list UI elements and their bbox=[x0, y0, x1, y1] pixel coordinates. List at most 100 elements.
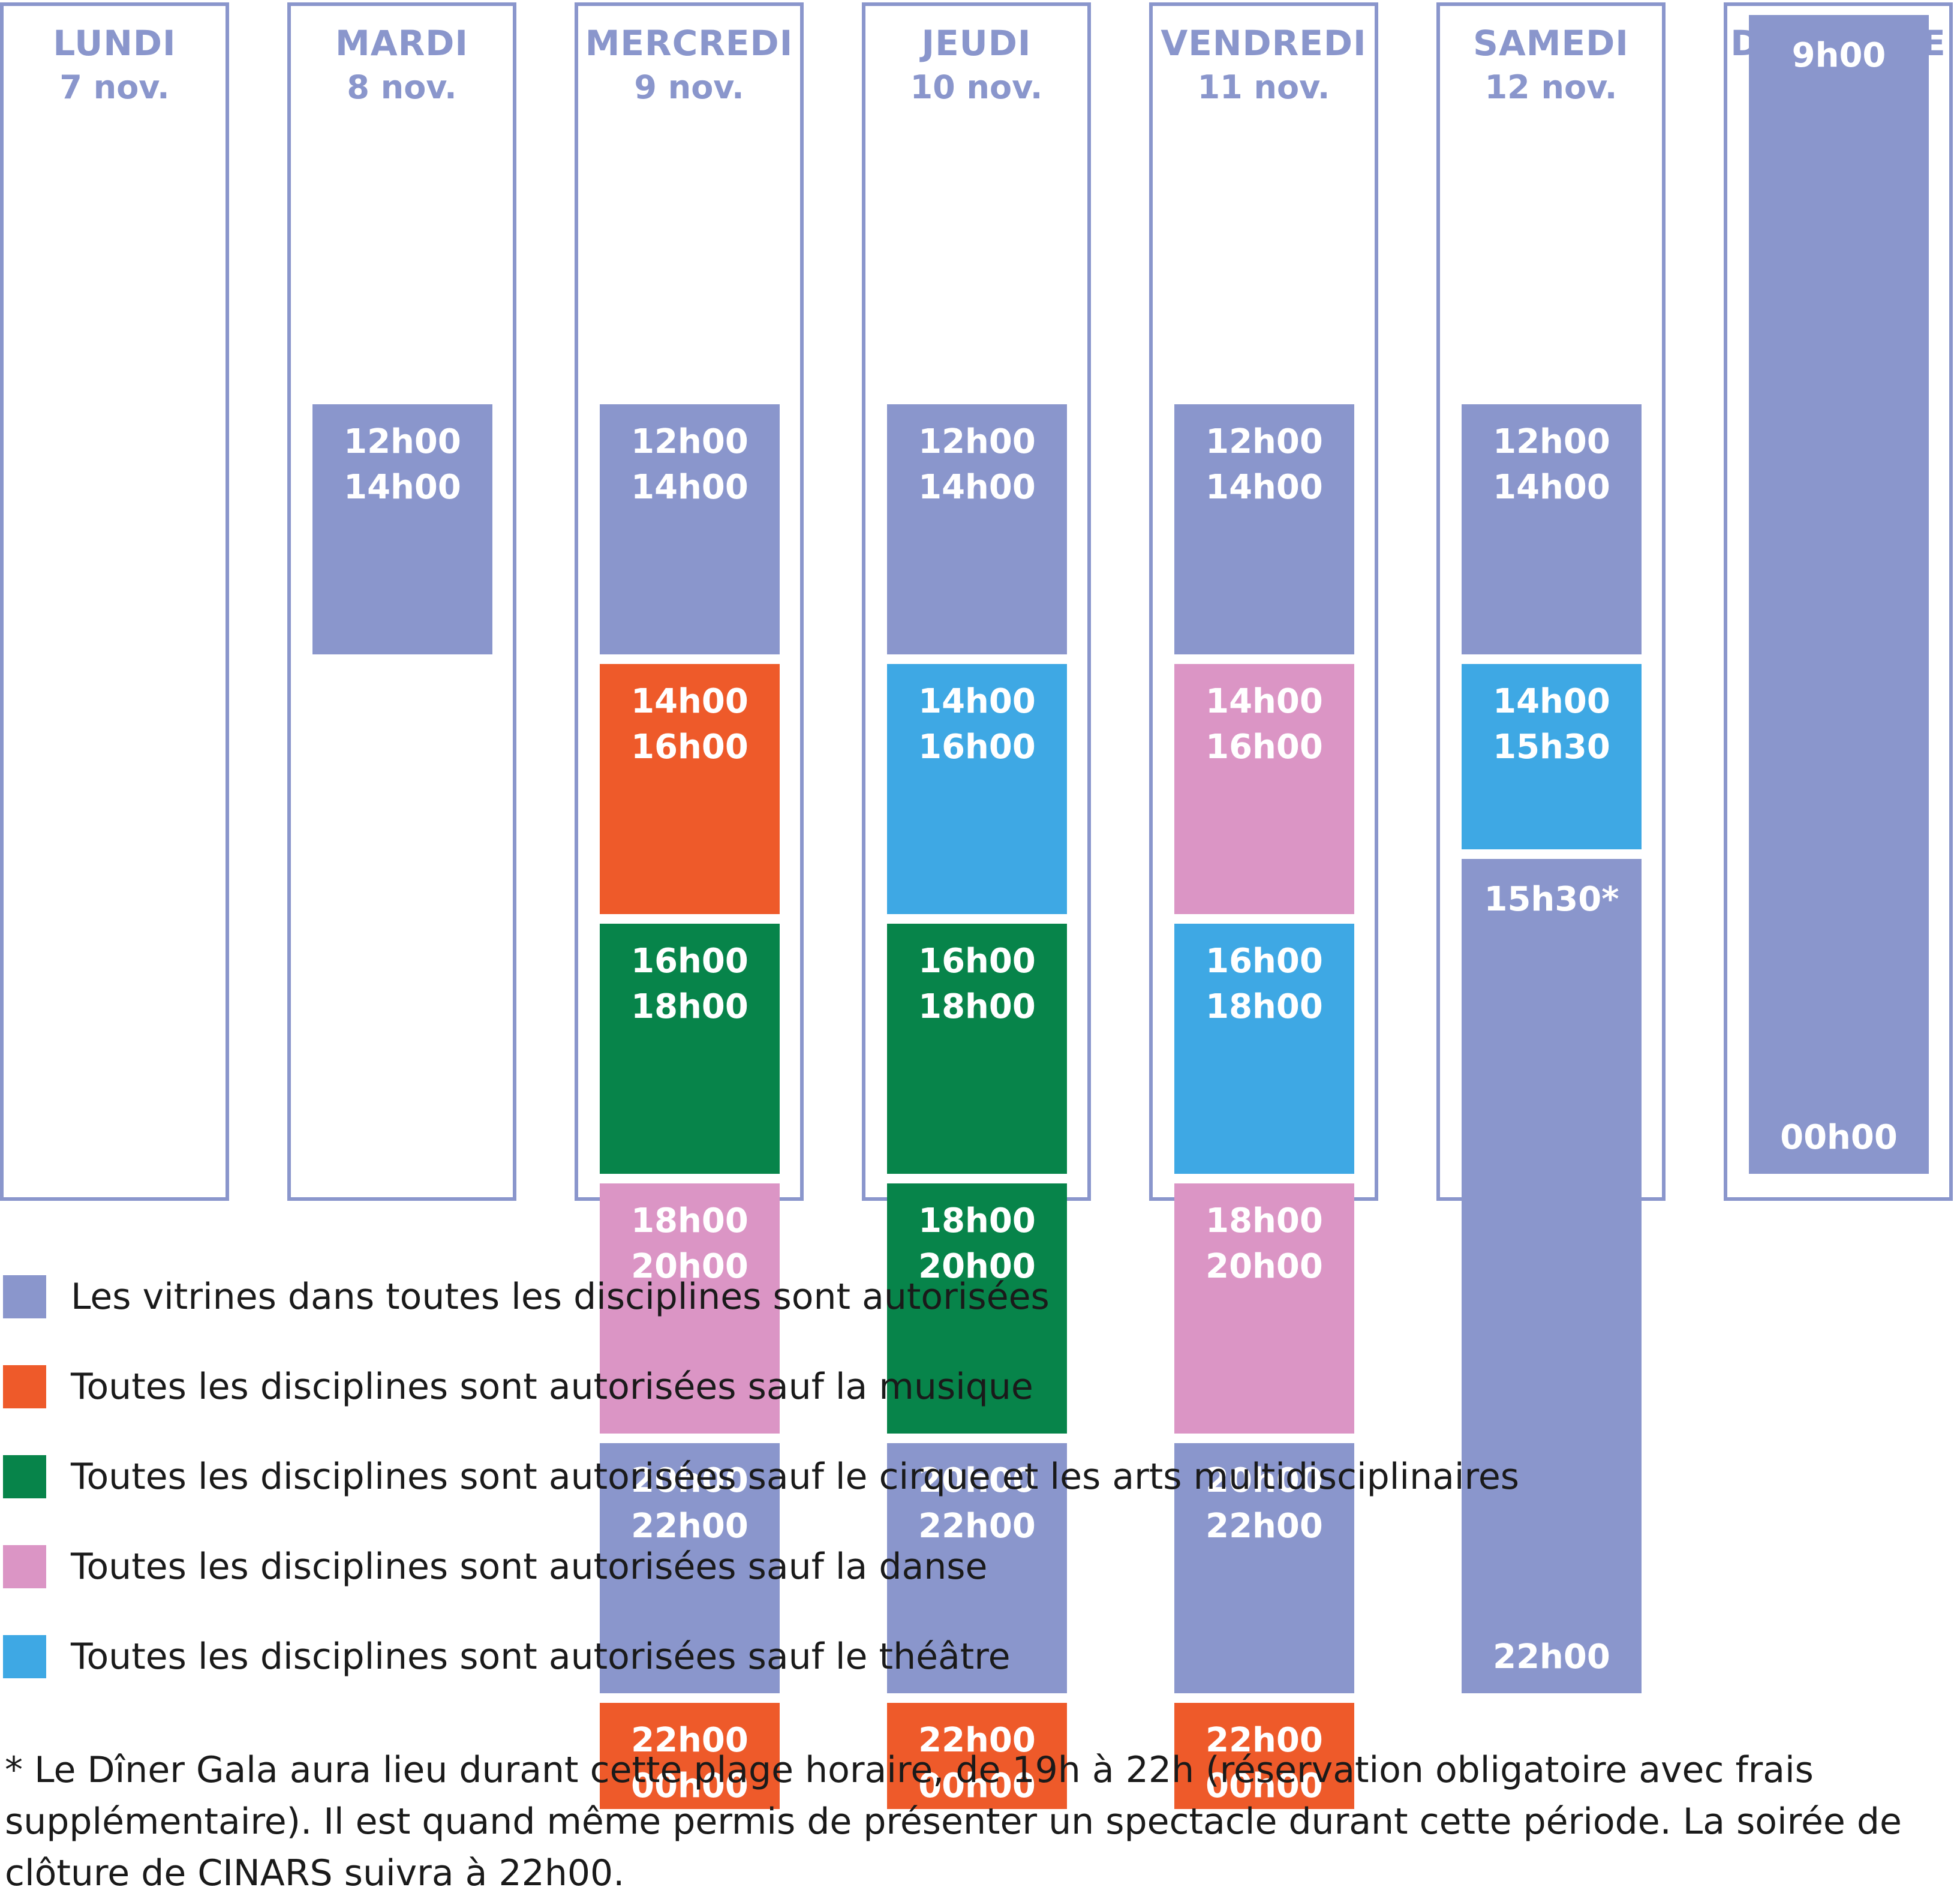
day-column-vendredi: VENDREDI 11 nov. 12h00 14h00 14h00 16h00 16h00… bbox=[1149, 2, 1378, 1809]
slot-end-time: 00h00 bbox=[1780, 1118, 1898, 1157]
day-name: JEUDI bbox=[921, 23, 1032, 64]
legend-item: Toutes les disciplines sont autorisées s… bbox=[0, 1633, 1960, 1681]
time-slot: 14h00 15h30 bbox=[1462, 664, 1642, 849]
legend-label: Toutes les disciplines sont autorisées s… bbox=[71, 1546, 988, 1588]
day-date: 7 nov. bbox=[59, 68, 170, 106]
time-slot: 12h00 14h00 bbox=[600, 404, 780, 654]
slot-start-time: 14h00 bbox=[1206, 682, 1323, 721]
time-slot: 22h00 00h00 bbox=[1174, 1703, 1354, 1809]
slot-start-time: 19h30 bbox=[56, 1399, 174, 1438]
slot-end-time: 16h00 bbox=[1206, 728, 1323, 767]
slot-end-time: 14h00 bbox=[631, 468, 748, 507]
slot-start-time: 18h00 bbox=[631, 1201, 748, 1240]
day-column-jeudi: JEUDI 10 nov. 12h00 14h00 14h00 16h00 16h00 18h… bbox=[862, 2, 1091, 1809]
slot-end-time: 18h00 bbox=[1206, 987, 1323, 1026]
slot-end-time: 20h00 bbox=[631, 1247, 748, 1286]
legend-item: Toutes les disciplines sont autorisées s… bbox=[0, 1453, 1960, 1501]
slot-start-time: 22h00 bbox=[918, 1721, 1036, 1760]
day-header: VENDREDI 11 nov. bbox=[1153, 22, 1375, 110]
slot-start-time: 18h00 bbox=[1206, 1201, 1323, 1240]
day-column-samedi: SAMEDI 12 nov. 12h00 14h00 14h00 15h30 15h30* 2… bbox=[1436, 2, 1666, 1693]
day-header: MERCREDI 9 nov. bbox=[578, 22, 800, 110]
legend-swatch bbox=[3, 1365, 46, 1408]
slot-end-time: 16h00 bbox=[918, 728, 1036, 767]
slot-end-time: 20h00 bbox=[918, 1247, 1036, 1286]
day-name: MARDI bbox=[335, 23, 468, 64]
slot-start-time: 22h00 bbox=[1206, 1721, 1323, 1760]
slot-start-time: 20h00 bbox=[918, 1461, 1036, 1500]
slot-end-time: 14h00 bbox=[344, 468, 461, 507]
time-slot: 16h00 18h00 bbox=[600, 924, 780, 1174]
day-header: JEUDI 10 nov. bbox=[865, 22, 1087, 110]
day-date: 8 nov. bbox=[347, 68, 457, 106]
slot-end-time: 18h00 bbox=[918, 987, 1036, 1026]
footnote: * Le Dîner Gala aura lieu durant cette p… bbox=[5, 1749, 1902, 1894]
slot-end-time: 00h00 bbox=[631, 1766, 748, 1805]
time-slot: 16h00 18h00 bbox=[887, 924, 1067, 1174]
time-slot: 14h00 16h00 bbox=[1174, 664, 1354, 914]
slot-start-time: 16h00 bbox=[1206, 942, 1323, 981]
slot-end-time: 14h00 bbox=[1493, 468, 1610, 507]
time-slot: 20h00 22h00 bbox=[1174, 1443, 1354, 1693]
slot-start-time: 15h30* bbox=[1484, 880, 1619, 919]
slot-start-time: 18h00 bbox=[918, 1201, 1036, 1240]
slot-end-time: 14h00 bbox=[918, 468, 1036, 507]
slot-end-time: 15h30 bbox=[1493, 728, 1610, 767]
slot-start-time: 22h00 bbox=[631, 1721, 748, 1760]
legend-swatch bbox=[3, 1545, 46, 1588]
slot-end-time: 16h00 bbox=[631, 728, 748, 767]
slot-end-time: 00h00 bbox=[1206, 1766, 1323, 1805]
time-slot: 18h00 20h00 bbox=[1174, 1183, 1354, 1434]
slot-start-time: 12h00 bbox=[1206, 422, 1323, 461]
slot-start-time: 16h00 bbox=[631, 942, 748, 981]
time-slot: 9h00 00h00 bbox=[1749, 15, 1929, 1174]
time-slot: 18h00 20h00 bbox=[600, 1183, 780, 1434]
day-name: SAMEDI bbox=[1473, 23, 1629, 64]
day-date: 9 nov. bbox=[634, 68, 744, 106]
time-slot: 22h00 00h00 bbox=[887, 1703, 1067, 1809]
slot-start-time: 20h00 bbox=[631, 1461, 748, 1500]
slot-start-time: 20h00 bbox=[344, 1464, 461, 1503]
time-slot: 14h00 16h00 bbox=[887, 664, 1067, 914]
legend-label: Toutes les disciplines sont autorisées s… bbox=[71, 1366, 1033, 1408]
legend-label: Les vitrines dans toutes les disciplines… bbox=[71, 1276, 1050, 1318]
slot-end-time: 22h00 bbox=[631, 1507, 748, 1546]
slot-start-time: 12h00 bbox=[344, 422, 461, 461]
legend-label: Toutes les disciplines sont autorisées s… bbox=[71, 1636, 1011, 1678]
slot-end-time: 22h00 bbox=[918, 1507, 1036, 1546]
legend-item: Toutes les disciplines sont autorisées s… bbox=[0, 1363, 1960, 1411]
legend-label: Toutes les disciplines sont autorisées s… bbox=[71, 1456, 1520, 1498]
day-date: 11 nov. bbox=[1197, 68, 1330, 106]
slot-start-time: 12h00 bbox=[918, 422, 1036, 461]
time-slot: 15h30* 22h00 bbox=[1462, 859, 1642, 1693]
slot-end-time: 20h00 bbox=[1206, 1247, 1323, 1286]
slot-end-time: 00h00 bbox=[344, 1387, 461, 1426]
slot-start-time: 9h00 bbox=[1791, 36, 1886, 75]
day-name: LUNDI bbox=[53, 23, 176, 64]
time-slot: 12h00 14h00 bbox=[887, 404, 1067, 654]
day-name: VENDREDI bbox=[1161, 23, 1367, 64]
slot-end-time: 18h00 bbox=[631, 987, 748, 1026]
slot-start-time: 14h00 bbox=[631, 682, 748, 721]
legend-item: Les vitrines dans toutes les disciplines… bbox=[0, 1273, 1960, 1321]
time-slot: 16h00 18h00 bbox=[1174, 924, 1354, 1174]
legend-swatch bbox=[3, 1455, 46, 1498]
time-slot: 12h00 14h00 bbox=[1462, 404, 1642, 654]
slot-start-time: 16h00 bbox=[918, 942, 1036, 981]
slot-end-time: 22h00 bbox=[1206, 1507, 1323, 1546]
day-header: LUNDI 7 nov. bbox=[4, 22, 226, 110]
slot-start-time: 12h00 bbox=[631, 422, 748, 461]
day-header: SAMEDI 12 nov. bbox=[1440, 22, 1662, 110]
slot-end-time: 00h00 bbox=[56, 1323, 174, 1362]
slot-end-time: 22h00 bbox=[1493, 1637, 1610, 1676]
time-slot: 12h00 14h00 bbox=[312, 404, 492, 654]
time-slot: 22h00 00h00 bbox=[600, 1703, 780, 1809]
slot-start-time: 14h00 bbox=[918, 682, 1036, 721]
legend-item: Toutes les disciplines sont autorisées s… bbox=[0, 1543, 1960, 1591]
day-header: MARDI 8 nov. bbox=[291, 22, 513, 110]
time-slot: 20h00 22h00 bbox=[887, 1443, 1067, 1693]
day-name: MERCREDI bbox=[585, 23, 793, 64]
slot-start-time: 12h00 bbox=[1493, 422, 1610, 461]
slot-start-time: 20h00 bbox=[1206, 1461, 1323, 1500]
